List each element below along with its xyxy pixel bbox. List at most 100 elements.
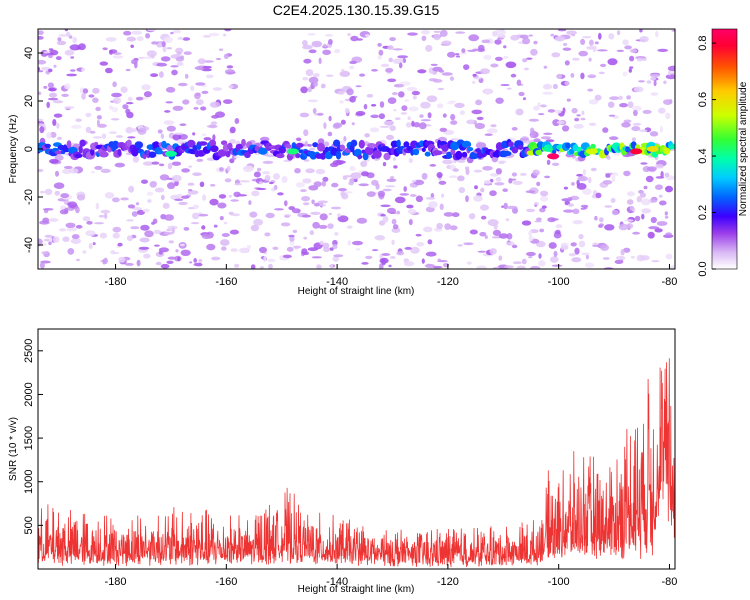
spectrogram-cell [112,197,120,203]
spectrogram-cell [487,128,498,134]
spectrogram-cell [408,157,413,164]
spectrogram-cell [547,217,556,223]
spectrogram-cell [143,91,152,98]
spectrogram-cell [151,41,158,45]
spectrogram-band-cell [241,138,246,147]
spectrogram-cell [465,195,469,203]
snr-y-axis-label: SNR (10 * v/v) [8,417,19,481]
spectrogram-cell [381,253,391,256]
spectrogram-cell [142,208,150,213]
spectrogram-band-cell [276,153,285,159]
spectrogram-cell [138,246,150,250]
spectrogram-cell [167,225,178,230]
spectrogram-cell [572,220,583,225]
spectrogram-cell [482,166,493,171]
spectrogram-cell [530,48,538,56]
spectrogram-cell [228,85,234,89]
spectrogram-cell [664,211,668,216]
spectrogram-cell [518,91,525,97]
spectrogram-cell [146,50,157,57]
spectrogram-cell [389,37,396,42]
spectrogram-cell [212,87,222,91]
spectrogram-cell [457,244,463,247]
spectrogram-hotspot [547,153,560,160]
spectrogram-band-cell [461,151,468,158]
spectrogram-cell [319,213,328,221]
spectrogram-cell [182,99,190,105]
spectrogram-cell [484,235,488,239]
spectrogram-cell [410,246,420,254]
spectrogram-cell [62,236,70,242]
spectrogram-cell [412,95,417,100]
spectrogram-cell [302,214,311,218]
spectrogram-cell [203,137,212,141]
spectrogram-cell [338,188,347,192]
spectrogram-cell [176,51,182,56]
spectrogram-cell [229,139,237,144]
spectrogram-cell [40,190,45,194]
spectrogram-cell [426,95,438,103]
spectrogram-cell [131,128,138,133]
spectrogram-cell [640,198,651,206]
spectrogram-cell [330,206,342,210]
spectrogram-cell [664,215,669,219]
spectrogram-cell [588,122,597,127]
spectrogram-cell [38,59,47,65]
spectrogram-cell [619,103,628,108]
spectrogram-cell [421,35,427,41]
spectrogram-cell [506,241,515,246]
spectrogram-cell [455,55,461,58]
spectrogram-cell [48,92,58,98]
spectrogram-cell [43,85,48,89]
spectrogram-cell [495,168,502,175]
spectrogram-cell [312,73,320,78]
spectrogram-cell [604,205,613,208]
spectrogram-cell [112,55,124,59]
spectrogram-cell [346,88,354,96]
spectrogram-cell [519,172,527,176]
spectrogram-cell [629,48,638,54]
spectrogram-band-cell [335,150,342,160]
spectrogram-cell [665,185,673,193]
spectrogram-cell [419,122,427,130]
spectrogram-cell [105,37,117,42]
spectrogram-cell [116,135,123,138]
spectrogram-cell [404,99,410,102]
spectrogram-cell [576,183,587,190]
spectrogram-cell [636,57,643,62]
spectrogram-cell [476,265,487,269]
spectrogram-cell [483,54,492,60]
spectrogram-cell [327,223,334,229]
spectrogram-cell [665,112,671,120]
snr-y-tick-label: 1000 [23,469,35,493]
spectrogram-cell [220,239,230,246]
spectrogram-cell [377,55,382,60]
spectrogram-band-cell [432,150,443,156]
spectrogram-cell [609,136,619,141]
spectrogram-band-cell [44,143,51,148]
spectrogram-cell [647,231,655,239]
spectrogram-cell [554,35,566,42]
spectrogram-cell [117,242,123,247]
spectrogram-cell [263,255,267,263]
spectrogram-y-ticks: -40 -20 0 20 40 [23,47,43,253]
spectrogram-cell [95,106,101,112]
spectrogram-cell [302,178,312,184]
spectrogram-cell [425,44,433,52]
spectrogram-cell [181,168,191,173]
colorbar-gradient [711,28,738,270]
spectrogram-cell [516,265,526,269]
spectrogram-cell [425,197,436,200]
spectrogram-cell [636,196,642,203]
spectrogram-cell [202,65,212,69]
spectrogram-cell [634,215,641,222]
spectrogram-cell [38,36,44,40]
spectrogram-cell [305,168,315,174]
spectrogram-cell [201,90,209,94]
spectrogram-band-cell [508,141,514,147]
spectrogram-cell [477,250,486,253]
spectrogram-cell [538,260,546,267]
spectrogram-cell [309,147,316,151]
spectrogram-cell [598,32,602,40]
spectrogram-cell [369,127,380,133]
